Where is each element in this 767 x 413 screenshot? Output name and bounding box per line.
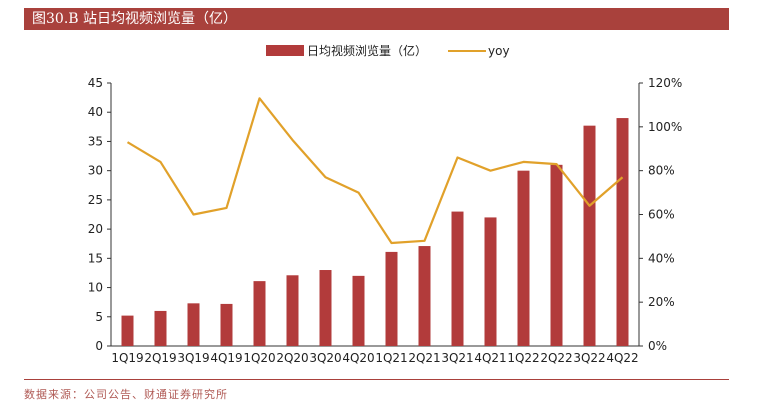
x-tick-label: 2Q20 — [276, 351, 308, 365]
right-tick-label: 0% — [648, 339, 667, 353]
bar — [385, 251, 398, 346]
right-tick-label: 60% — [648, 208, 675, 222]
bar — [484, 217, 497, 346]
x-tick-label: 3Q20 — [309, 351, 341, 365]
left-tick-label: 40 — [88, 105, 103, 119]
x-tick-label: 1Q22 — [507, 351, 539, 365]
left-tick-label: 25 — [88, 193, 103, 207]
x-tick-label: 4Q22 — [606, 351, 638, 365]
bar — [451, 211, 464, 346]
bar — [616, 118, 629, 346]
source-note: 数据来源：公司公告、财通证券研究所 — [24, 388, 228, 401]
bar — [418, 246, 431, 346]
left-tick-label: 30 — [88, 164, 103, 178]
bar — [121, 315, 134, 346]
x-tick-label: 1Q20 — [243, 351, 275, 365]
bar — [352, 275, 365, 346]
x-tick-label: 1Q19 — [111, 351, 143, 365]
left-tick-label: 45 — [88, 76, 103, 90]
legend: 日均视频浏览量（亿） yoy — [266, 43, 510, 58]
bar — [220, 303, 233, 346]
left-tick-label: 5 — [95, 310, 103, 324]
bar — [253, 281, 266, 346]
left-tick-label: 20 — [88, 222, 103, 236]
yoy-line — [126, 97, 624, 245]
right-tick-label: 100% — [648, 120, 682, 134]
x-tick-label: 3Q22 — [573, 351, 605, 365]
title-bar: 图30.B 站日均视频浏览量（亿） — [24, 8, 729, 30]
bar — [187, 303, 200, 346]
legend-swatch-bar — [266, 45, 304, 56]
bar — [286, 275, 299, 346]
axes: 0 5 10 15 20 25 30 35 40 45 0% 20% 40% 60% 80% 100% 120%… — [88, 76, 683, 365]
chart-title: 图30.B 站日均视频浏览量（亿） — [32, 11, 238, 27]
right-tick-label: 120% — [648, 76, 682, 90]
bar — [550, 164, 563, 346]
bar-series — [121, 118, 629, 346]
right-tick-label: 20% — [648, 295, 675, 309]
x-tick-label: 4Q20 — [342, 351, 374, 365]
bar — [583, 125, 596, 346]
x-tick-label: 4Q19 — [210, 351, 242, 365]
bar — [319, 270, 332, 346]
right-tick-label: 80% — [648, 164, 675, 178]
x-tick-label: 4Q21 — [474, 351, 506, 365]
x-tick-label: 2Q21 — [408, 351, 440, 365]
left-tick-label: 0 — [95, 339, 103, 353]
x-tick-label: 3Q19 — [177, 351, 209, 365]
x-tick-label: 2Q19 — [144, 351, 176, 365]
legend-label-line: yoy — [488, 44, 510, 58]
bar — [517, 170, 530, 346]
source-divider — [24, 379, 729, 380]
legend-label-bar: 日均视频浏览量（亿） — [307, 43, 427, 58]
right-tick-label: 40% — [648, 251, 675, 265]
left-tick-label: 15 — [88, 251, 103, 265]
x-tick-label: 1Q21 — [375, 351, 407, 365]
x-tick-label: 3Q21 — [441, 351, 473, 365]
left-tick-label: 10 — [88, 281, 103, 295]
left-tick-label: 35 — [88, 134, 103, 148]
x-tick-label: 2Q22 — [540, 351, 572, 365]
bar — [154, 310, 167, 346]
line-series — [126, 97, 624, 245]
